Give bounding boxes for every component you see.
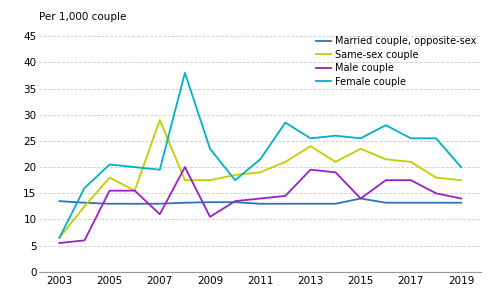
Married couple, opposite-sex: [157, 202, 163, 206]
Text: Per 1,000 couple: Per 1,000 couple: [39, 12, 127, 22]
Line: Female couple: Female couple: [59, 73, 461, 238]
Male couple: [433, 191, 439, 195]
Female couple: [182, 71, 188, 75]
Married couple, opposite-sex: [257, 202, 263, 206]
Married couple, opposite-sex: [433, 201, 439, 204]
Legend: Married couple, opposite-sex, Same-sex couple, Male couple, Female couple: Married couple, opposite-sex, Same-sex c…: [317, 36, 476, 87]
Same-sex couple: [182, 178, 188, 182]
Same-sex couple: [383, 157, 389, 161]
Male couple: [132, 189, 137, 192]
Married couple, opposite-sex: [232, 200, 238, 204]
Female couple: [56, 236, 62, 239]
Married couple, opposite-sex: [56, 199, 62, 203]
Male couple: [257, 197, 263, 200]
Line: Same-sex couple: Same-sex couple: [59, 120, 461, 238]
Same-sex couple: [107, 176, 112, 179]
Line: Male couple: Male couple: [59, 167, 461, 243]
Female couple: [157, 168, 163, 172]
Male couple: [358, 197, 364, 200]
Male couple: [56, 241, 62, 245]
Married couple, opposite-sex: [458, 201, 464, 204]
Female couple: [257, 157, 263, 161]
Same-sex couple: [157, 118, 163, 122]
Married couple, opposite-sex: [307, 202, 313, 206]
Same-sex couple: [82, 204, 87, 208]
Female couple: [458, 165, 464, 169]
Same-sex couple: [56, 236, 62, 239]
Male couple: [458, 197, 464, 200]
Same-sex couple: [232, 173, 238, 177]
Female couple: [207, 147, 213, 151]
Same-sex couple: [257, 171, 263, 174]
Female couple: [433, 137, 439, 140]
Male couple: [182, 165, 188, 169]
Female couple: [332, 134, 338, 137]
Male couple: [207, 215, 213, 219]
Female couple: [408, 137, 414, 140]
Male couple: [282, 194, 288, 198]
Female couple: [132, 165, 137, 169]
Same-sex couple: [132, 189, 137, 192]
Female couple: [383, 124, 389, 127]
Married couple, opposite-sex: [82, 201, 87, 204]
Same-sex couple: [332, 160, 338, 164]
Male couple: [232, 199, 238, 203]
Male couple: [107, 189, 112, 192]
Married couple, opposite-sex: [132, 202, 137, 206]
Married couple, opposite-sex: [383, 201, 389, 204]
Same-sex couple: [408, 160, 414, 164]
Married couple, opposite-sex: [408, 201, 414, 204]
Female couple: [307, 137, 313, 140]
Married couple, opposite-sex: [282, 202, 288, 206]
Same-sex couple: [307, 144, 313, 148]
Married couple, opposite-sex: [207, 200, 213, 204]
Male couple: [157, 212, 163, 216]
Line: Married couple, opposite-sex: Married couple, opposite-sex: [59, 198, 461, 204]
Male couple: [408, 178, 414, 182]
Female couple: [107, 163, 112, 166]
Same-sex couple: [358, 147, 364, 151]
Female couple: [82, 186, 87, 190]
Same-sex couple: [207, 178, 213, 182]
Same-sex couple: [458, 178, 464, 182]
Female couple: [282, 121, 288, 124]
Married couple, opposite-sex: [107, 202, 112, 206]
Female couple: [358, 137, 364, 140]
Married couple, opposite-sex: [358, 197, 364, 200]
Same-sex couple: [433, 176, 439, 179]
Male couple: [307, 168, 313, 172]
Male couple: [82, 239, 87, 242]
Same-sex couple: [282, 160, 288, 164]
Male couple: [383, 178, 389, 182]
Male couple: [332, 171, 338, 174]
Female couple: [232, 178, 238, 182]
Married couple, opposite-sex: [332, 202, 338, 206]
Married couple, opposite-sex: [182, 201, 188, 204]
